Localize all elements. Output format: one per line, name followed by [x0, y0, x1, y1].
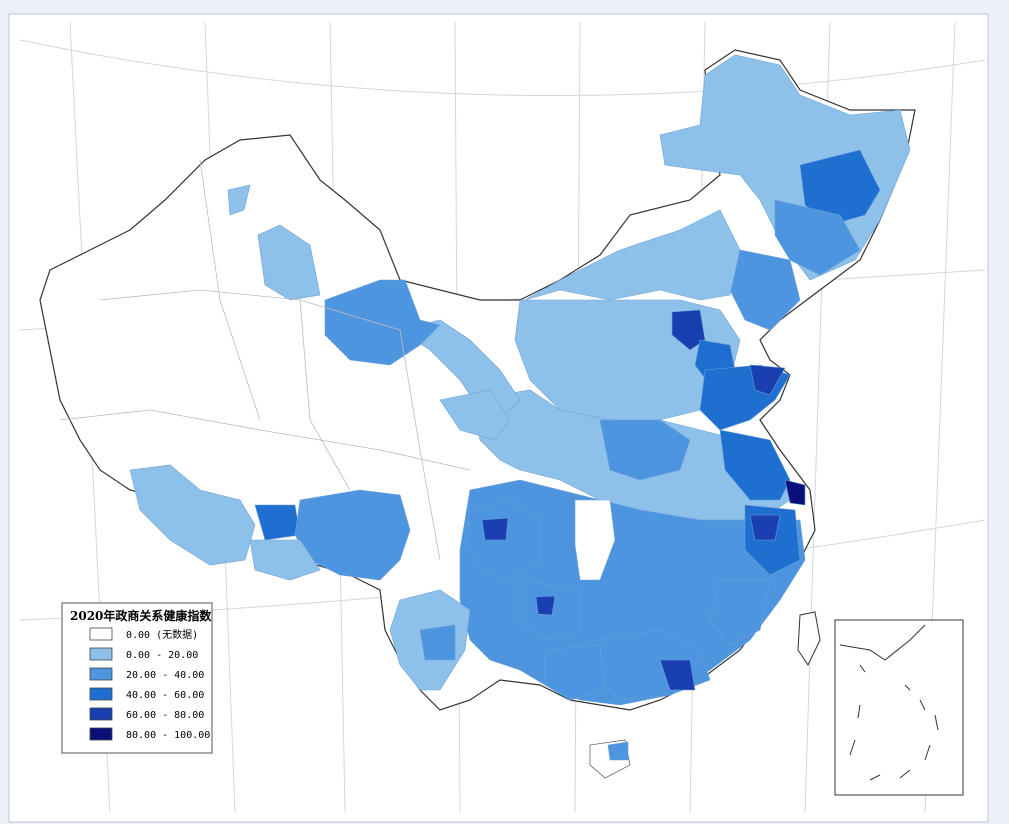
taiwan	[797, 611, 821, 667]
region-hubei-hole	[574, 499, 616, 581]
region-xinjiang-north	[257, 224, 321, 301]
region-guiyang	[535, 595, 556, 616]
region-shandong-east	[749, 364, 786, 396]
region-hainan-fill	[607, 741, 629, 761]
legend-label-1: 0.00 - 20.00	[126, 650, 198, 661]
legend-swatch-5	[89, 727, 113, 741]
region-guangxi	[544, 644, 606, 701]
legend-swatch-0	[89, 627, 113, 641]
legend-box	[61, 602, 213, 754]
region-tibet-west	[129, 464, 256, 566]
region-henan	[599, 419, 691, 481]
region-tibet-sw	[249, 539, 321, 581]
legend-label-2: 20.00 - 40.00	[126, 670, 204, 681]
province-borders	[59, 159, 471, 561]
region-yunnan-core	[419, 624, 456, 661]
region-qinghai-east	[439, 389, 511, 441]
inset-islands	[839, 624, 939, 781]
region-jilin	[774, 199, 861, 276]
region-shenzhen	[659, 659, 696, 691]
legend-title: 2020年政商关系健康指数	[70, 608, 212, 623]
legend: 2020年政商关系健康指数 0.00 (无数据) 0.00 - 20.00 20…	[61, 602, 213, 754]
region-heilongjiang-core	[799, 149, 881, 226]
legend-swatch-4	[89, 707, 113, 721]
region-fujian	[709, 579, 771, 646]
legend-label-5: 80.00 - 100.00	[126, 730, 210, 741]
region-inner-mongolia	[524, 209, 741, 301]
region-northeast	[659, 54, 911, 281]
legend-label-3: 40.00 - 60.00	[126, 690, 204, 701]
south-china-sea-inset	[834, 619, 964, 796]
region-chengdu	[481, 517, 509, 541]
region-urumqi	[324, 279, 441, 366]
region-zhejiang-north	[749, 514, 781, 541]
legend-label-0: 0.00 (无数据)	[126, 628, 198, 641]
region-jiangsu	[719, 429, 791, 501]
legend-label-4: 60.00 - 80.00	[126, 710, 204, 721]
region-xinjiang-small	[227, 184, 251, 216]
regions	[129, 54, 911, 779]
region-shanghai	[784, 479, 806, 506]
region-beijing	[671, 309, 706, 351]
legend-swatch-2	[89, 667, 113, 681]
legend-swatch-3	[89, 687, 113, 701]
legend-swatch-1	[89, 647, 113, 661]
region-south	[459, 479, 806, 706]
